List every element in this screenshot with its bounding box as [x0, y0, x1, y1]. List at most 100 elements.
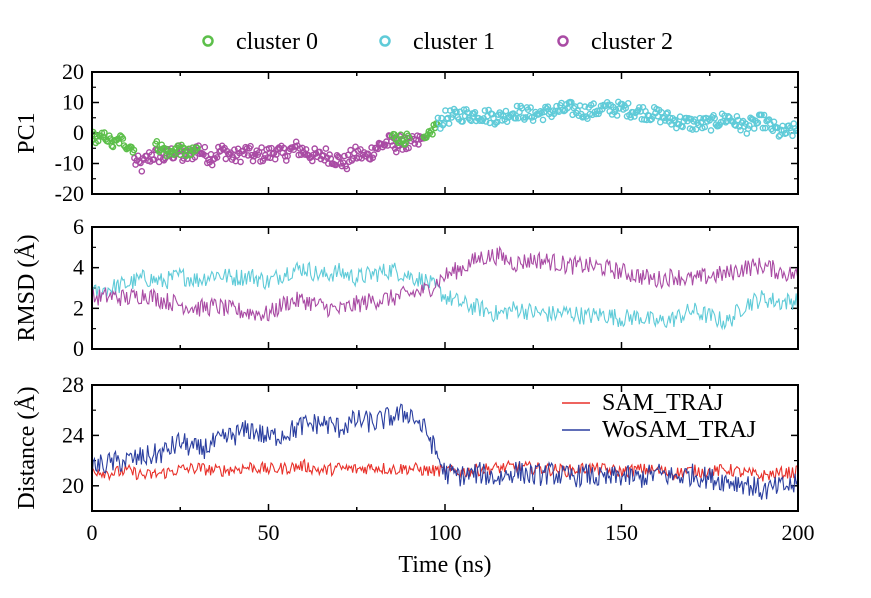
cluster-2-point — [322, 145, 330, 152]
x-tick-label: 0 — [87, 520, 98, 545]
cluster-1-point — [522, 114, 530, 121]
x-tick-label: 150 — [605, 520, 638, 545]
pc1-data — [92, 98, 798, 175]
legend-marker — [202, 35, 214, 47]
rmsd-data — [92, 245, 798, 331]
cluster-1-point — [662, 117, 669, 124]
cluster-0-point — [109, 143, 117, 151]
cluster-2-point — [260, 155, 268, 162]
cluster-1-point — [758, 111, 765, 119]
cluster-1-point — [631, 113, 638, 120]
legend-label: cluster 2 — [591, 29, 673, 55]
cluster-1-point — [663, 110, 670, 118]
x-tick-label: 100 — [429, 520, 462, 545]
cluster-2-point — [244, 152, 252, 159]
cluster-1-point — [744, 125, 752, 132]
y-tick-label: 4 — [73, 255, 84, 280]
cluster-0-point — [170, 151, 178, 158]
legend-marker — [379, 35, 391, 47]
pc1-panel: 20 10 0 -10 -20 PC1 — [14, 59, 799, 206]
cluster-2-point — [326, 151, 333, 158]
cluster-2-point — [265, 145, 273, 152]
cluster-legend: cluster 0 cluster 1 cluster 2 — [202, 29, 673, 55]
cluster-1-point — [746, 122, 753, 129]
cluster-2-point — [231, 146, 238, 153]
cluster-1-point — [689, 126, 696, 133]
cluster-1-point — [624, 100, 632, 107]
cluster-1-point — [775, 133, 783, 140]
cluster-1-point — [701, 123, 709, 131]
x-tick-label: 50 — [258, 520, 280, 545]
y-tick-label: 0 — [73, 120, 84, 145]
cluster-2-point — [308, 157, 316, 165]
cluster-1-point — [732, 122, 740, 129]
cluster-0-point — [119, 135, 127, 142]
cluster-1-point — [537, 108, 544, 115]
y-tick-label: 2 — [73, 295, 84, 320]
legend-marker — [557, 35, 569, 47]
cluster-1-point — [502, 107, 510, 115]
legend-label: cluster 0 — [236, 29, 318, 55]
cluster-1-point — [529, 117, 537, 124]
y-tick-label: 24 — [62, 422, 84, 447]
cluster-2-point — [226, 150, 233, 158]
cluster-1-point — [733, 113, 741, 120]
cluster-2-point — [213, 154, 221, 161]
cluster-1-point — [539, 116, 547, 124]
cluster-2-point — [369, 154, 377, 162]
cluster-1-point — [759, 124, 767, 132]
cluster-1-point — [513, 102, 521, 110]
cluster-1-point — [613, 112, 621, 119]
cluster-1-point — [568, 99, 575, 106]
cluster-2-point — [338, 162, 346, 170]
cluster-2-point — [411, 140, 419, 147]
rmsd-panel: 6 4 2 0 RMSD (Å) — [14, 214, 799, 361]
cluster-1-point — [590, 100, 597, 107]
y-tick-label: 6 — [73, 214, 84, 239]
legend-label: cluster 1 — [413, 29, 495, 55]
cluster-1-point — [459, 118, 466, 125]
cluster-0-point — [101, 129, 108, 136]
cluster-2-point — [138, 167, 146, 175]
y-axis-label: PC1 — [14, 112, 40, 153]
distance-panel: 28 24 20 Distance (Å) 0 50 100 150 200 SAM_TRAJWo… — [14, 372, 815, 545]
cluster-0-point — [402, 140, 409, 147]
cluster-0-point — [401, 141, 408, 148]
cluster-1-point — [696, 114, 704, 122]
cluster-2-point — [344, 151, 352, 159]
cluster-2-point — [134, 152, 142, 160]
cluster-1-point — [750, 125, 758, 132]
y-tick-label: 20 — [62, 473, 84, 498]
cluster-1-point — [664, 109, 672, 116]
y-tick-label: 20 — [62, 59, 84, 84]
cluster-1-point — [641, 116, 648, 123]
distance-data — [92, 403, 798, 500]
rmsd-line-cyan — [92, 261, 798, 331]
cluster-1-point — [512, 115, 520, 122]
cluster-0-point — [108, 142, 116, 150]
legend-label: SAM_TRAJ — [602, 390, 723, 416]
cluster-2-point — [264, 154, 272, 161]
cluster-2-point — [405, 144, 412, 152]
y-tick-label: 28 — [62, 372, 84, 397]
cluster-2-point — [247, 142, 254, 150]
cluster-0-point — [98, 129, 106, 137]
cluster-1-point — [762, 124, 769, 132]
y-axis-label: RMSD (Å) — [14, 234, 40, 341]
cluster-2-point — [299, 144, 306, 152]
y-axis-label: Distance (Å) — [14, 386, 40, 509]
plot-frame — [91, 226, 799, 350]
cluster-2-point — [341, 152, 348, 160]
y-tick-label: -20 — [55, 181, 84, 206]
cluster-2-point — [392, 148, 400, 156]
cluster-2-point — [370, 151, 378, 158]
cluster-0-point — [153, 137, 161, 145]
cluster-2-point — [290, 146, 298, 153]
cluster-1-point — [789, 132, 796, 140]
legend-label: WoSAM_TRAJ — [602, 417, 756, 443]
cluster-2-point — [255, 148, 263, 156]
x-tick-label: 200 — [782, 520, 815, 545]
cluster-0-point — [169, 150, 177, 157]
